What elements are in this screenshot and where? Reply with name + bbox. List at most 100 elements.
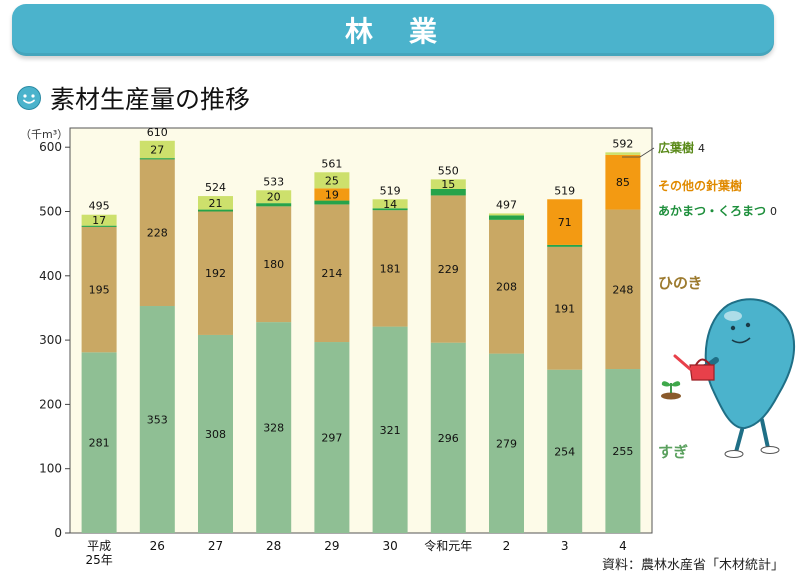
legend-item-label: すぎ [658, 443, 688, 461]
bar-segment-4-7 [489, 213, 524, 216]
bar-segment-1-2 [198, 211, 233, 335]
bar-total-label: 533 [263, 175, 284, 188]
bar-segment-3-9 [605, 154, 641, 210]
bar-segment-0-7 [489, 353, 524, 533]
bar-segment-1-3 [256, 206, 292, 323]
bar-segment-3-8 [547, 199, 583, 245]
x-tick-label: 26 [150, 539, 165, 553]
bar-value-label: 308 [205, 428, 226, 441]
bar-segment-4-6 [430, 179, 466, 189]
bar-segment-0-3 [256, 322, 292, 533]
x-tick-label: 令和元年 [424, 538, 472, 553]
y-axis: 0 100 200 300 400 500 600 [39, 140, 70, 540]
bar-segment-0-4 [314, 342, 350, 533]
bar-segment-4-3 [256, 190, 292, 204]
bar-value-label: 229 [438, 263, 459, 276]
y-axis-unit: （千m³） [20, 128, 68, 141]
bar-segment-2-1 [139, 158, 175, 160]
bar-value-label: 19 [325, 188, 339, 201]
legend-item-value: 0 [770, 205, 777, 218]
bar-value-label: 192 [205, 267, 226, 280]
bar-total-label: 495 [89, 200, 110, 213]
x-tick-label: 4 [619, 539, 627, 553]
bar-segment-3-4 [314, 188, 350, 201]
bar-segment-1-4 [314, 204, 350, 343]
bar-value-label: 208 [496, 281, 517, 294]
bar-segment-2-8 [547, 244, 583, 247]
bar-value-label: 214 [321, 267, 342, 280]
bar-value-label: 195 [89, 284, 110, 297]
y-tick-label: 0 [54, 526, 62, 540]
x-tick-label: 28 [266, 539, 281, 553]
bar-segment-2-7 [489, 215, 524, 220]
y-tick-label: 300 [39, 333, 62, 347]
bar-value-label: 191 [554, 302, 575, 315]
bar-value-label: 17 [92, 214, 106, 227]
y-tick-label: 600 [39, 140, 62, 154]
y-tick-label: 100 [39, 462, 62, 476]
bar-value-label: 180 [263, 258, 284, 271]
legend-item-label: 広葉樹 [658, 140, 694, 155]
bar-value-label: 27 [150, 143, 164, 156]
bar-value-label: 321 [380, 424, 401, 437]
bar-total-label: 524 [205, 181, 226, 194]
bar-segment-2-3 [256, 203, 292, 207]
bar-segment-2-0 [81, 225, 117, 227]
bar-value-label: 71 [558, 216, 572, 229]
bar-total-label: 592 [612, 137, 633, 150]
bar-segment-2-2 [198, 209, 233, 212]
bar-segment-1-1 [139, 159, 175, 307]
bar-value-label: 20 [267, 191, 281, 204]
watering-can-icon [673, 354, 715, 381]
bars [81, 140, 641, 533]
bar-segment-4-5 [372, 199, 408, 209]
bar-value-label: 328 [263, 422, 284, 435]
bar-segment-0-1 [139, 306, 175, 533]
bar-segment-2-6 [430, 188, 466, 196]
x-tick-label: 3 [561, 539, 569, 553]
bar-segment-0-9 [605, 369, 641, 533]
bar-value-label: 25 [325, 174, 339, 187]
legend-item-value: 4 [698, 142, 705, 155]
bar-segment-0-0 [81, 352, 117, 533]
bar-value-label: 255 [612, 445, 633, 458]
bar-total-label: 519 [554, 184, 575, 197]
y-tick-label: 500 [39, 205, 62, 219]
bar-segment-4-4 [314, 172, 350, 189]
x-tick-label: 27 [208, 539, 223, 553]
seedling-icon [661, 381, 681, 400]
subtitle-row: 素材生産量の推移 [16, 82, 250, 114]
bar-value-label: 279 [496, 437, 517, 450]
bar-value-label: 21 [209, 197, 223, 210]
bar-total-label: 497 [496, 198, 517, 211]
bar-segment-1-8 [547, 246, 583, 370]
x-tick-label: 25年 [85, 553, 112, 567]
source-note: 資料：農林水産省「木材統計」 [601, 558, 784, 573]
bar-segment-4-2 [198, 196, 233, 210]
bar-segment-1-5 [372, 210, 408, 327]
bar-total-label: 550 [438, 164, 459, 177]
bar-total-label: 610 [147, 126, 168, 139]
bar-segment-0-5 [372, 326, 408, 533]
section-banner: 林 業 [12, 4, 774, 56]
bar-value-label: 14 [383, 198, 397, 211]
legend-item-label: ひのき [658, 274, 703, 292]
bar-segment-0-6 [430, 342, 466, 533]
bar-value-label: 254 [554, 445, 575, 458]
bar-segment-1-6 [430, 195, 466, 343]
chart-subtitle: 素材生産量の推移 [50, 85, 251, 114]
y-tick-label: 400 [39, 269, 62, 283]
bar-segment-2-5 [372, 208, 408, 211]
bar-segment-0-2 [198, 334, 233, 533]
x-tick-label: 29 [324, 539, 339, 553]
bar-segment-0-8 [547, 369, 583, 533]
bar-segment-4-9 [605, 152, 641, 155]
bar-value-label: 181 [380, 262, 401, 275]
bar-value-label: 248 [612, 283, 633, 296]
y-tick-label: 200 [39, 397, 62, 411]
bar-segment-1-7 [489, 219, 524, 354]
